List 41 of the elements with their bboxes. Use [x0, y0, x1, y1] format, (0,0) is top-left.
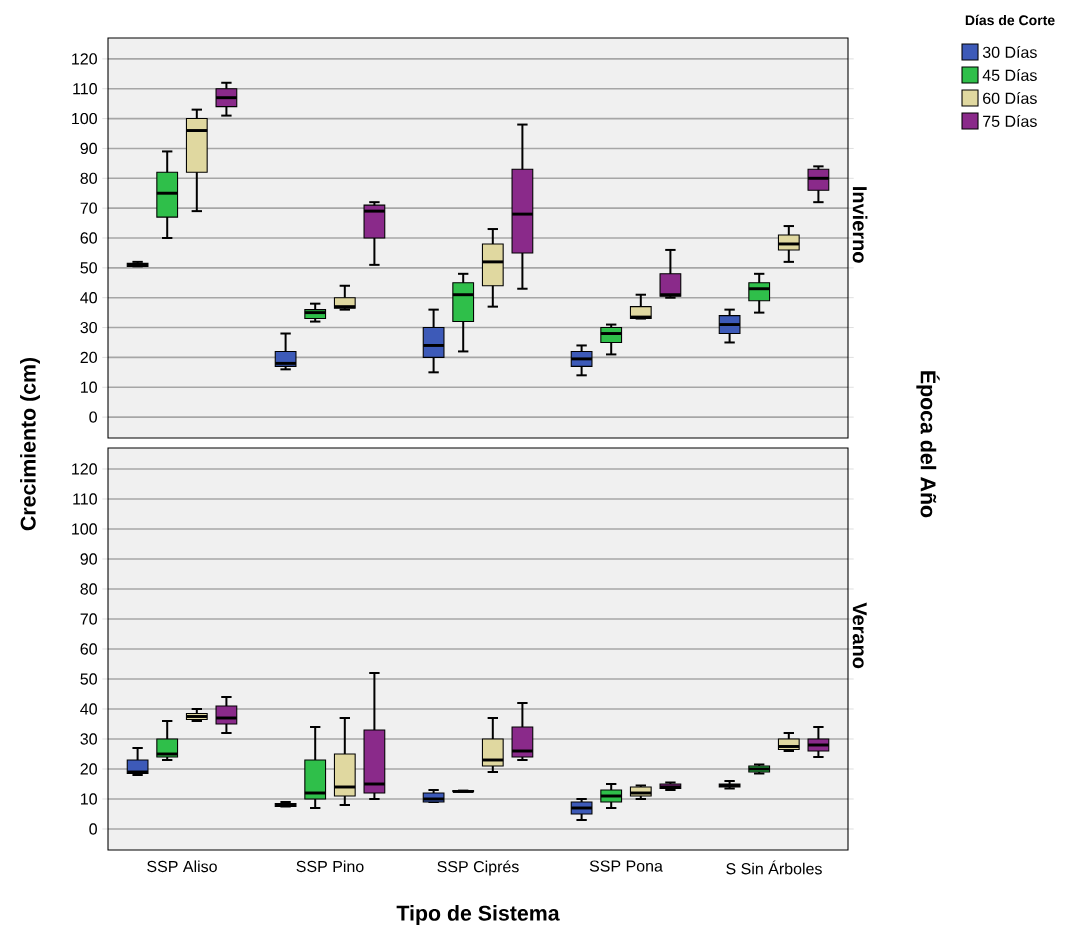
y2-axis-title: Época del Año — [916, 371, 940, 518]
y-tick-label: 30 — [80, 321, 97, 334]
y-tick-label: 40 — [80, 703, 97, 715]
y-axis-title: Crecimiento (cm) — [20, 357, 40, 531]
legend-label: 30 Días — [982, 46, 1037, 58]
text: Invierno — [852, 187, 868, 263]
text: Verano — [852, 602, 867, 669]
y-tick-label: 80 — [80, 172, 97, 184]
legend-label: 60 Días — [983, 92, 1037, 104]
y-tick-label: 10 — [81, 381, 97, 393]
legend-label: 45 Días — [982, 69, 1037, 81]
y-tick-label: 70 — [80, 613, 97, 625]
x-tick-label: SSP Pona — [589, 860, 663, 872]
y-tick-label: 60 — [80, 232, 97, 244]
legend-label: 75 Días — [983, 115, 1037, 127]
y-tick-label: 110 — [73, 83, 97, 95]
x-tick-label: SSP Pino — [296, 860, 364, 873]
y-tick-label: 0 — [89, 823, 97, 835]
y-tick-label: 80 — [80, 583, 97, 595]
y-tick-label: 90 — [80, 553, 97, 565]
y-tick-label: 100 — [72, 112, 97, 125]
y-tick-label: 120 — [72, 463, 97, 475]
x-tick-label: SSP Ciprés — [437, 860, 519, 876]
y-tick-label: 100 — [72, 523, 97, 535]
x-axis-title: Tipo de Sistema — [396, 905, 560, 925]
y-tick-label: 120 — [72, 53, 97, 65]
x-tick-label: SSP Aliso — [147, 860, 217, 873]
legend-title: Días de Corte — [965, 14, 1055, 26]
y-tick-label: 60 — [80, 643, 97, 655]
y-tick-label: 50 — [80, 262, 97, 274]
y-tick-label: 20 — [80, 351, 97, 364]
x-tick-label: S Sin Árboles — [726, 860, 822, 875]
y-tick-label: 70 — [80, 202, 97, 214]
y-tick-label: 40 — [80, 292, 97, 304]
y-tick-label: 30 — [80, 733, 97, 745]
y-tick-label: 90 — [80, 142, 97, 155]
y-tick-label: 10 — [81, 793, 97, 805]
y-tick-label: 50 — [80, 673, 97, 685]
y-tick-label: 0 — [89, 411, 97, 423]
y-tick-label: 110 — [73, 493, 97, 505]
y-tick-label: 20 — [80, 763, 97, 775]
